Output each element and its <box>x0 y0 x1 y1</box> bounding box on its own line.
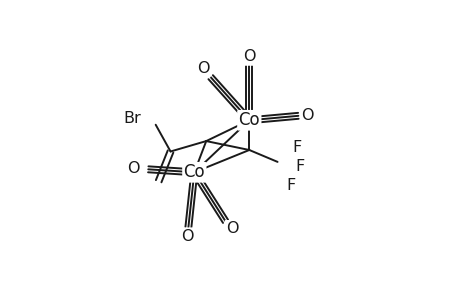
Text: F: F <box>295 159 304 174</box>
Text: F: F <box>291 140 301 154</box>
Text: O: O <box>180 229 193 244</box>
Text: Co: Co <box>183 163 205 181</box>
Text: Br: Br <box>123 111 140 126</box>
Text: Co: Co <box>238 111 260 129</box>
Text: O: O <box>301 108 313 123</box>
Text: O: O <box>127 161 139 176</box>
Text: O: O <box>196 61 209 76</box>
Text: O: O <box>242 50 255 64</box>
Text: F: F <box>285 178 295 193</box>
Text: O: O <box>225 221 238 236</box>
